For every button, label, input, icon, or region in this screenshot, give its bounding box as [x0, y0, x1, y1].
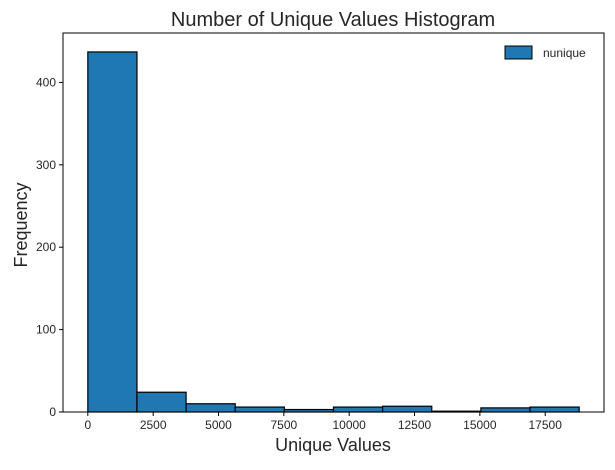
x-tick-label: 2500	[140, 418, 167, 432]
histogram-bar-4	[234, 406, 285, 413]
bars-group	[87, 51, 580, 413]
y-axis-label: Frequency	[11, 182, 31, 267]
histogram-bar-2	[136, 391, 187, 413]
y-tick-label: 300	[36, 158, 56, 172]
plot-frame	[62, 32, 605, 413]
x-tick-label: 5000	[205, 418, 232, 432]
y-tick-label: 400	[36, 75, 56, 89]
legend-label: nunique	[543, 46, 586, 60]
histogram-bar-7	[382, 405, 433, 413]
legend-swatch	[504, 45, 533, 60]
y-tick-label: 200	[36, 240, 56, 254]
x-tick-label: 10000	[332, 418, 366, 432]
histogram-bar-10	[529, 406, 580, 413]
x-axis-label: Unique Values	[275, 435, 391, 455]
chart-title: Number of Unique Values Histogram	[171, 9, 495, 31]
histogram-bar-1	[87, 51, 138, 413]
x-tick-label: 17500	[529, 418, 563, 432]
y-tick-label: 0	[49, 405, 56, 419]
x-tick-label: 7500	[270, 418, 297, 432]
x-ticks: 0 2500 5000 7500 10000 12500 15000 17500	[84, 412, 562, 432]
y-tick-label: 100	[36, 323, 56, 337]
y-ticks: 0 100 200 300 400	[36, 75, 63, 419]
x-tick-label: 15000	[463, 418, 497, 432]
x-tick-label: 0	[84, 418, 91, 432]
histogram-bar-9	[480, 407, 531, 413]
histogram-bar-6	[332, 406, 384, 413]
histogram-bar-3	[185, 403, 236, 413]
legend: nunique	[504, 45, 586, 60]
x-tick-label: 12500	[398, 418, 432, 432]
